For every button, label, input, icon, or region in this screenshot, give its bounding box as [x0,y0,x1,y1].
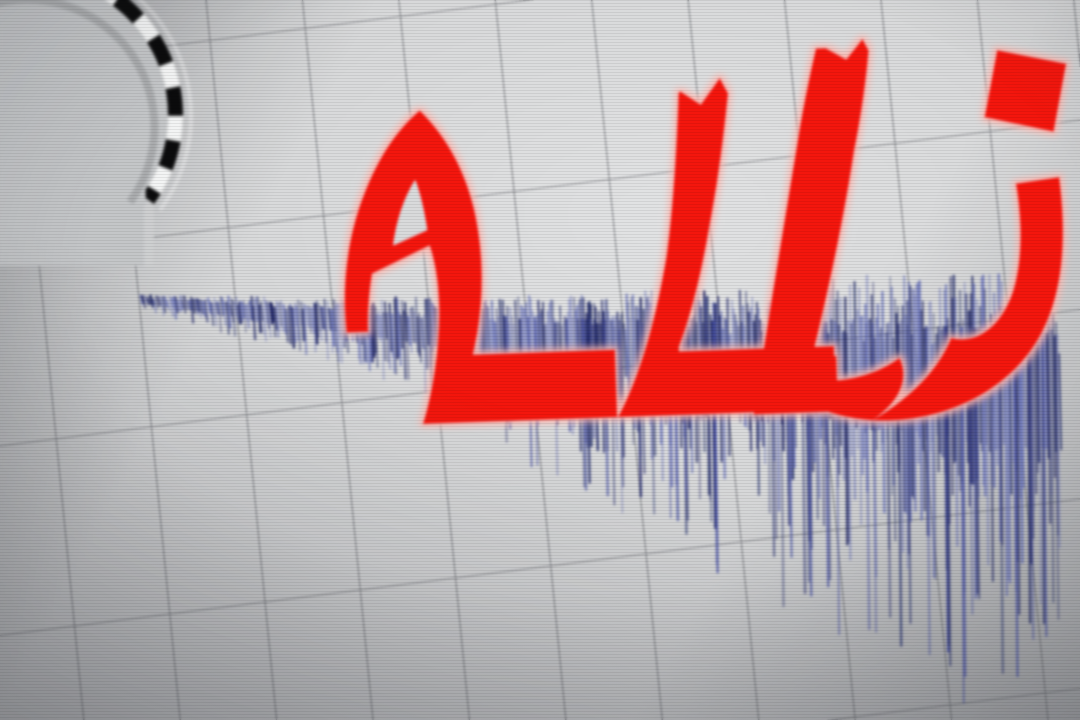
chart-grid [0,0,1080,720]
earthquake-banner-image: زلزله [0,0,1080,720]
grid-horizontal-lines [0,0,1080,720]
